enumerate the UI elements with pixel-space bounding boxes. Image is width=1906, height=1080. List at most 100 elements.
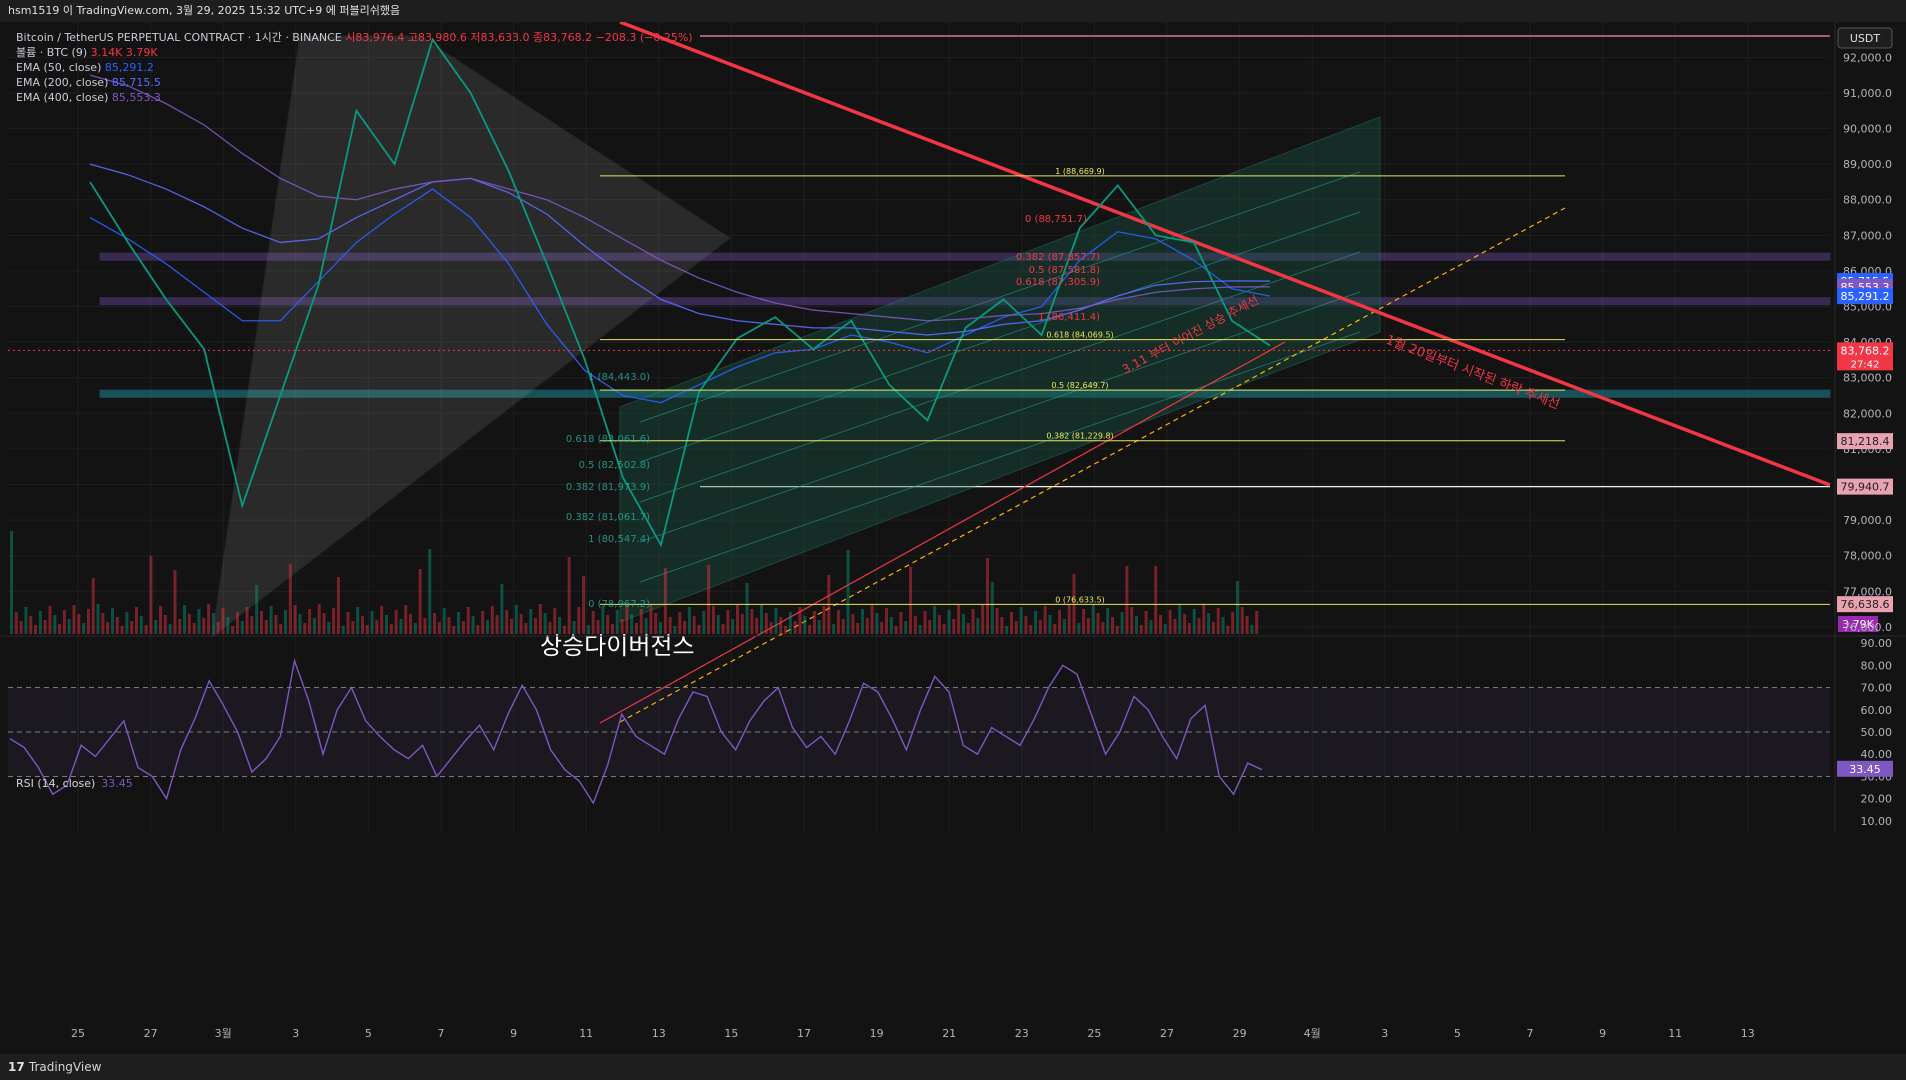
volume-bar [82, 623, 86, 634]
volume-bar [106, 622, 110, 634]
volume-bar [365, 625, 369, 634]
volume-bar [1038, 620, 1042, 634]
volume-bar [990, 582, 994, 634]
legend-symbol-row[interactable]: Bitcoin / TetherUS PERPETUAL CONTRACT · … [16, 30, 693, 45]
volume-bar [1173, 619, 1177, 634]
volume-bar [711, 606, 715, 634]
ema-series-line [89, 163, 1271, 336]
volume-bar [120, 626, 124, 634]
volume-bar [385, 615, 388, 634]
rsi-legend[interactable]: RSI (14, close) 33.45 [16, 777, 133, 790]
volume-bar [755, 618, 759, 634]
volume-bar [1159, 615, 1163, 634]
volume-bar [875, 613, 879, 634]
price-tick-label: 77,000.0 [1843, 585, 1892, 598]
channel-line [639, 291, 1361, 543]
tradingview-logo[interactable]: 𝟭𝟳 [8, 1060, 29, 1074]
volume-bar [1000, 617, 1004, 634]
volume-bar [649, 604, 653, 634]
fib-left-label: 0.5 (82,502.8) [579, 460, 651, 471]
price-badge [1837, 288, 1893, 305]
rsi-line [9, 658, 1263, 805]
volume-bar [788, 612, 792, 634]
legend-ema400-row[interactable]: EMA (400, close) 85,553.3 [16, 90, 693, 105]
chart-legend: Bitcoin / TetherUS PERPETUAL CONTRACT · … [16, 30, 693, 105]
volume-bar [654, 613, 658, 634]
volume-bar [144, 625, 148, 634]
volume-bar [62, 610, 66, 634]
volume-bar [779, 617, 783, 634]
volume-bar [288, 564, 292, 634]
volume-bar [740, 614, 744, 634]
legend-ema200-row[interactable]: EMA (200, close) 85,715.5 [16, 75, 693, 90]
fib-level-label: 0.382 (81,229.8) [1046, 432, 1113, 441]
volume-bar [793, 621, 797, 634]
volume-bar [452, 626, 456, 634]
volume-bar [966, 623, 970, 634]
volume-bar [437, 622, 441, 634]
volume-bar [947, 610, 951, 634]
volume-bar [1235, 581, 1239, 634]
volume-bar [1216, 608, 1220, 634]
ema400-label: EMA (400, close) [16, 91, 109, 104]
rsi-tick-label: 50.00 [1861, 726, 1893, 739]
price-tick-label: 89,000.0 [1843, 158, 1892, 171]
ohlc-values: 시83,976.4 고83,980.6 저83,633.0 종83,768.2 … [345, 31, 693, 44]
volume-bar [461, 621, 465, 634]
ema200-label: EMA (200, close) [16, 76, 109, 89]
channel-line [639, 251, 1361, 503]
time-tick-label: 11 [1668, 1027, 1682, 1040]
volume-bar [606, 615, 610, 634]
volume-bar [1250, 625, 1254, 634]
volume-bar [702, 611, 706, 634]
symbol-name: Bitcoin / TetherUS PERPETUAL CONTRACT · … [16, 31, 342, 44]
volume-bar [846, 550, 850, 634]
price-tick-label: 92,000.0 [1843, 51, 1892, 64]
rsi-tick-label: 70.00 [1861, 682, 1893, 695]
ema200-value: 85,715.5 [111, 76, 161, 89]
volume-bar [615, 610, 619, 634]
volume-bar [1168, 610, 1172, 634]
volume-bar [529, 609, 533, 634]
volume-bar [418, 569, 422, 634]
volume-badge [1838, 616, 1878, 632]
time-tick-label: 21 [942, 1027, 956, 1040]
volume-bar [1240, 607, 1244, 634]
price-badge [1837, 478, 1893, 495]
volume-bar [1058, 610, 1062, 634]
fib-left-label: 0.382 (81,973.9) [566, 482, 650, 493]
volume-bar [130, 621, 134, 634]
volume-bar [971, 609, 975, 634]
volume-bar [327, 622, 331, 634]
price-tick-label: 90,000.0 [1843, 123, 1892, 136]
volume-bar [231, 626, 235, 634]
volume-bar [904, 621, 908, 634]
volume-bar [409, 614, 413, 634]
price-tick-label: 78,000.0 [1843, 550, 1892, 563]
volume-bar [596, 620, 600, 634]
volume-badge-label: 3.79K [1842, 618, 1874, 631]
volume-bar [543, 613, 547, 634]
price-series-line [89, 37, 1271, 548]
legend-ema50-row[interactable]: EMA (50, close) 85,291.2 [16, 60, 693, 75]
volume-bar [639, 609, 643, 634]
volume-bar [687, 607, 691, 634]
time-tick-label: 19 [870, 1027, 884, 1040]
time-tick-label: 25 [1087, 1027, 1101, 1040]
fib-top-label: 0.5 (87,581.8) [1029, 265, 1101, 276]
price-tick-label: 87,000.0 [1843, 229, 1892, 242]
volume-bar [957, 605, 961, 634]
legend-volume-row[interactable]: 볼륨 · BTC (9) 3.14K 3.79K [16, 45, 693, 60]
volume-bar [125, 612, 129, 634]
currency-label: USDT [1850, 32, 1881, 45]
volume-bar [1077, 623, 1081, 634]
volume-bar [1231, 612, 1235, 634]
price-badge [1837, 596, 1893, 613]
volume-bar [519, 614, 523, 634]
time-tick-label: 3 [1381, 1027, 1388, 1040]
volume-bar [923, 611, 927, 634]
volume-bar [1226, 626, 1230, 634]
footer: 𝟭𝟳 TradingView [0, 1054, 1906, 1080]
volume-bar [1029, 625, 1033, 634]
price-chart[interactable]: 3.79K 1 (88,669.9) 0.618 (84,069.5) 0.5 (8… [0, 22, 1906, 1054]
